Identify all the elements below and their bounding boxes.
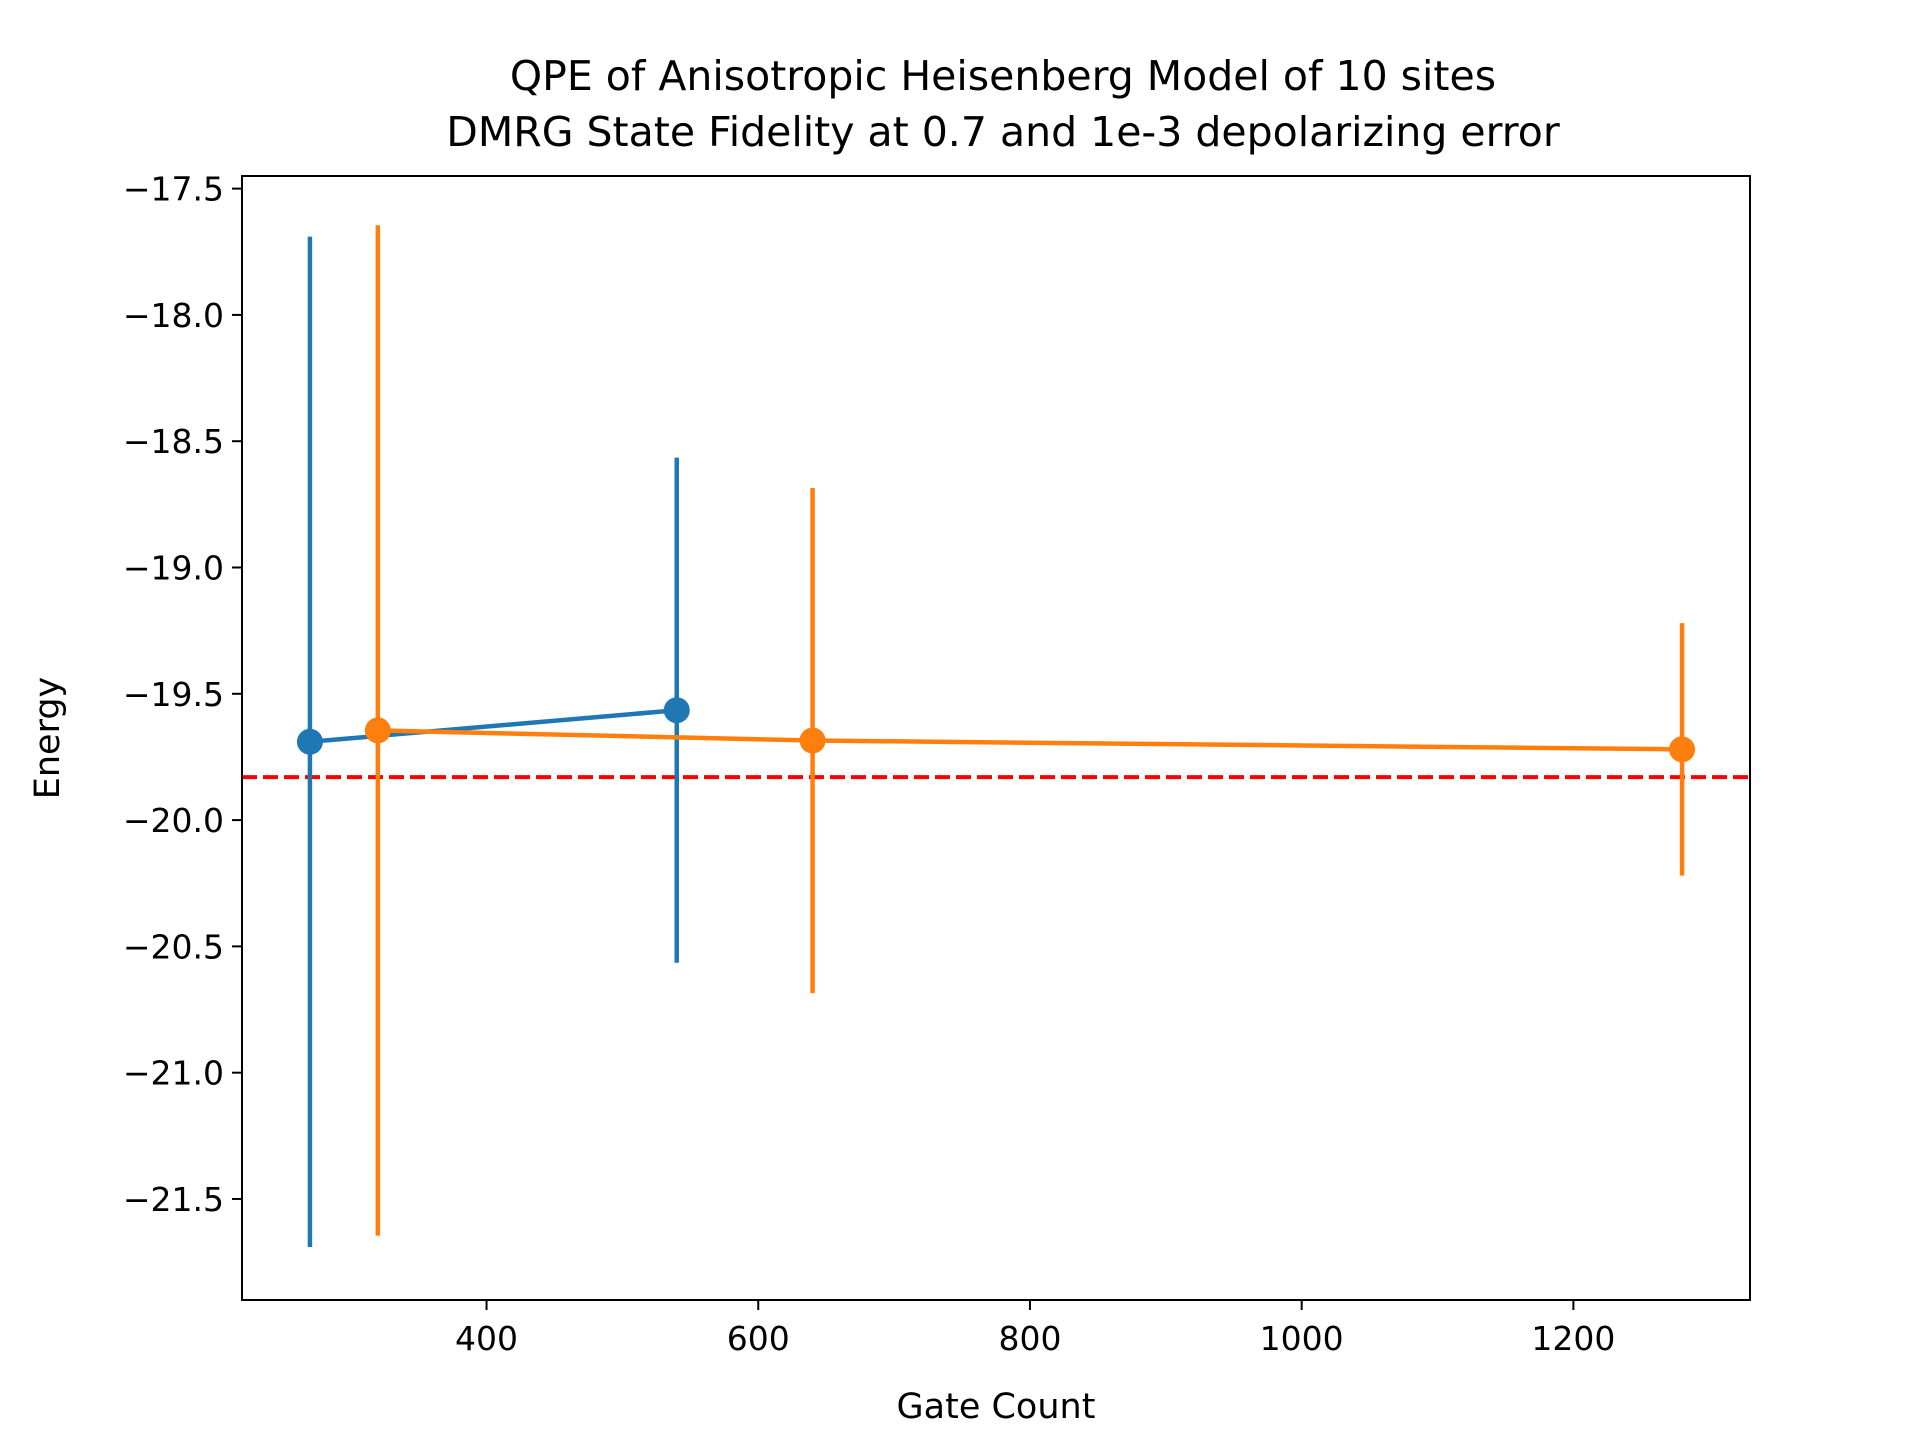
chart-subtitle: DMRG State Fidelity at 0.7 and 1e-3 depo… <box>446 108 1560 156</box>
y-tick-label: −20.5 <box>123 927 224 966</box>
y-tick-label: −19.5 <box>123 675 224 714</box>
y-tick-label: −17.5 <box>123 170 224 209</box>
plot-frame <box>241 175 1751 1301</box>
y-tick-label: −21.0 <box>123 1054 224 1093</box>
x-tick-label: 1200 <box>1531 1319 1615 1358</box>
data-point <box>296 728 323 755</box>
x-tick-label: 800 <box>998 1319 1061 1358</box>
x-axis-label: Gate Count <box>897 1387 1096 1427</box>
y-tick-label: −21.5 <box>123 1180 224 1219</box>
x-axis: 400 600 800 1000 1200 <box>455 1300 1615 1358</box>
y-tick-label: −20.0 <box>123 801 224 840</box>
x-tick-label: 400 <box>455 1319 518 1358</box>
y-tick-label: −18.5 <box>123 422 224 461</box>
series-2 <box>364 225 1696 1236</box>
x-tick-label: 1000 <box>1260 1319 1344 1358</box>
y-tick-label: −18.0 <box>123 296 224 335</box>
plot-area <box>242 225 1750 1247</box>
chart-title: QPE of Anisotropic Heisenberg Model of 1… <box>510 52 1496 100</box>
x-tick-label: 600 <box>727 1319 790 1358</box>
y-tick-label: −19.0 <box>123 549 224 588</box>
y-axis: −17.5 −18.0 −18.5 −19.0 −19.5 −20.0 −20.5 −21.0… <box>123 170 242 1219</box>
data-point <box>663 697 690 724</box>
data-point <box>799 727 826 754</box>
data-point <box>364 717 391 744</box>
y-axis-label: Energy <box>28 677 68 800</box>
data-point <box>1669 736 1696 763</box>
